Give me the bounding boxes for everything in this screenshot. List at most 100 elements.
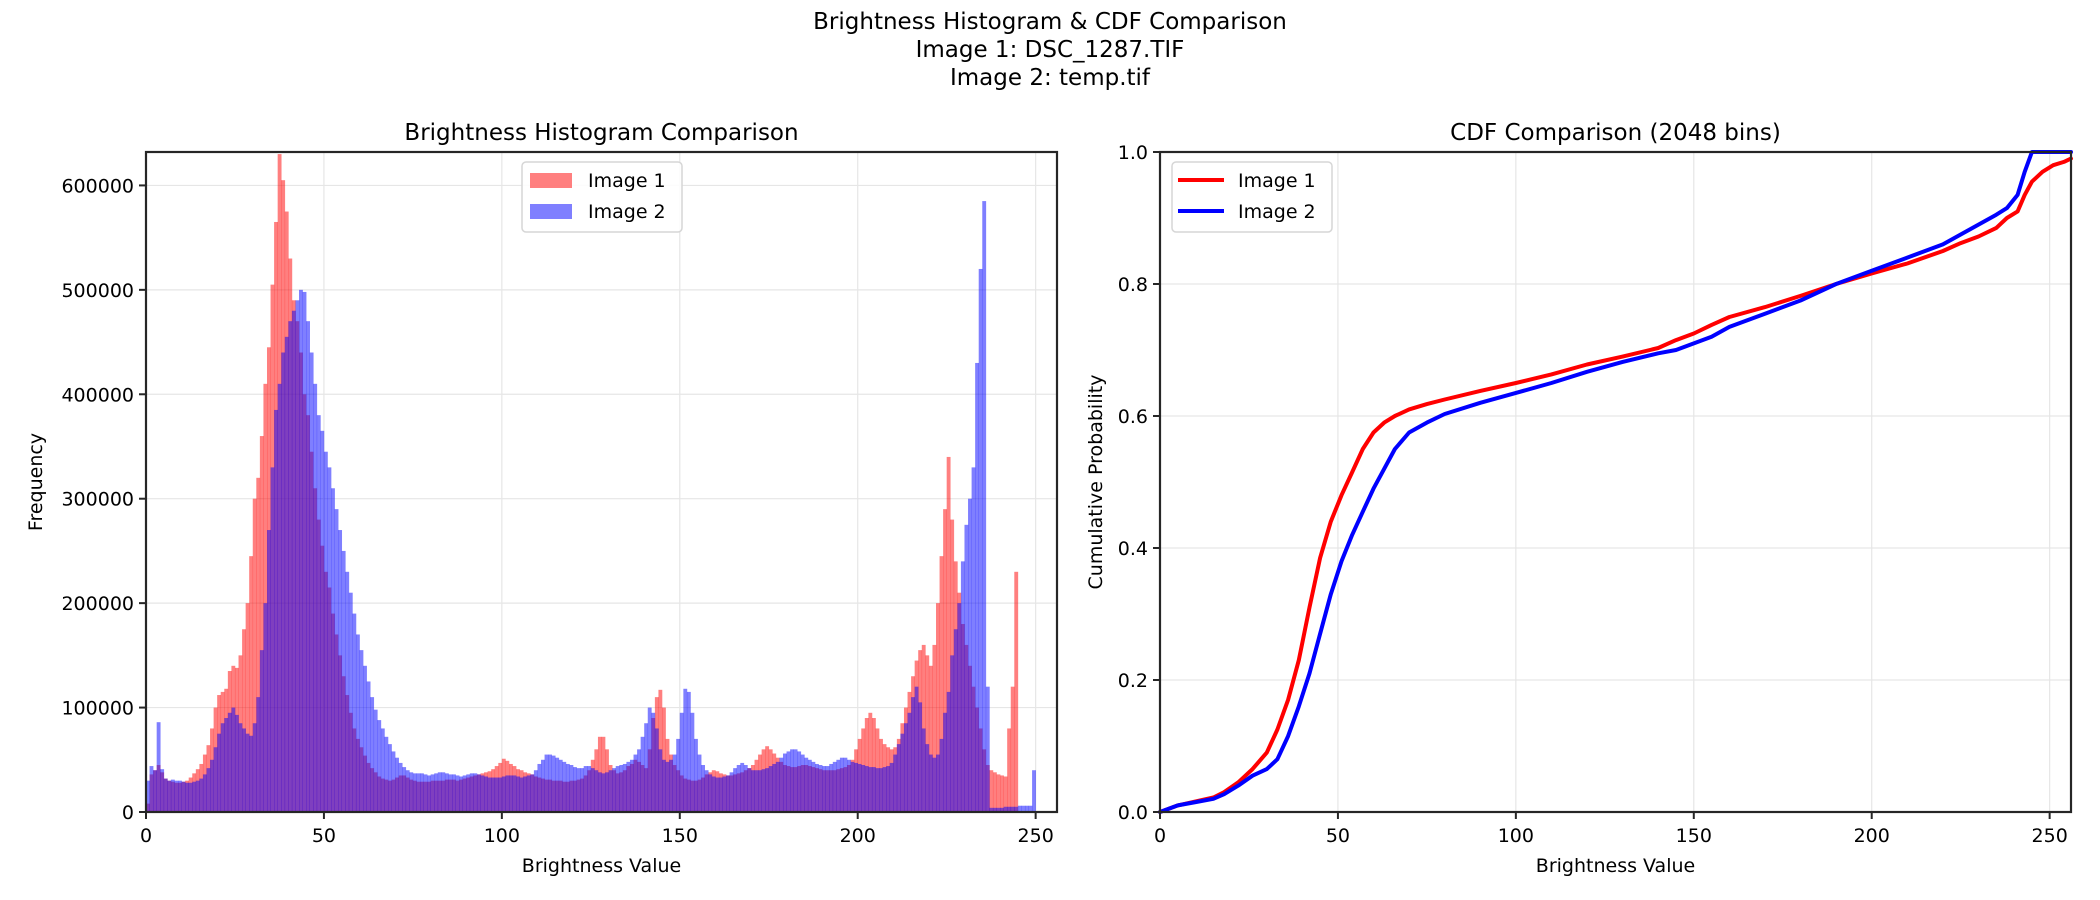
histogram-bar: [925, 655, 930, 812]
histogram-bar: [651, 712, 656, 812]
histogram-bar: [573, 767, 577, 812]
histogram-bar: [661, 759, 666, 812]
histogram-bar: [758, 770, 762, 812]
histogram-bar: [366, 681, 371, 812]
histogram-bar: [359, 650, 364, 812]
histogram-bar: [615, 766, 620, 812]
y-tick-label: 0.2: [1118, 670, 1148, 692]
histogram-bar: [786, 751, 791, 812]
histogram-bar: [928, 665, 933, 812]
histogram-bar: [380, 728, 385, 812]
histogram-bar: [928, 754, 933, 812]
histogram-bar: [473, 773, 478, 812]
histogram-bar: [854, 762, 859, 812]
histogram-bar: [843, 757, 848, 812]
histogram-bar: [160, 769, 165, 812]
histogram-bar: [153, 770, 157, 812]
cdf-axes: 0 50 100 150 200 250 0.0 0.2 0.4 0.6 0.8 1.0 CDF Com…: [1085, 120, 2073, 877]
histogram-bar: [800, 754, 805, 812]
histogram-bar: [847, 759, 851, 812]
histogram-bar: [327, 467, 332, 812]
histogram-bar: [249, 735, 254, 812]
legend-label-1: Image 1: [1238, 170, 1316, 192]
histogram-bar: [740, 762, 745, 812]
histogram-bar: [889, 762, 894, 812]
histogram-bar: [868, 712, 873, 812]
histogram-bar: [996, 774, 1001, 812]
histogram-series-2: [146, 201, 1036, 812]
histogram-bar: [213, 747, 218, 812]
histogram-bar: [245, 733, 250, 812]
histogram-bar: [711, 776, 716, 812]
histogram-bar: [982, 201, 987, 812]
histogram-bar: [985, 686, 990, 812]
histogram-bar: [270, 467, 275, 812]
histogram-bar: [462, 775, 467, 812]
histogram-bar: [427, 775, 431, 812]
y-tick-label: 300000: [61, 489, 134, 511]
histogram-bar: [1003, 806, 1008, 812]
histogram-bar: [644, 723, 649, 812]
cdf-line-2: [1158, 150, 2073, 814]
histogram-bar: [245, 603, 250, 812]
histogram-bar: [601, 773, 606, 812]
histogram-bar: [679, 712, 684, 812]
histogram-bar: [608, 770, 613, 812]
histogram-bar: [704, 770, 709, 812]
histogram-bar: [384, 736, 389, 812]
histogram-bar: [498, 777, 503, 812]
y-axis-label: Frequency: [25, 433, 47, 531]
y-tick-label: 500000: [61, 280, 134, 302]
y-tick-label: 400000: [61, 384, 134, 406]
figure-title-line-2: Image 1: DSC_1287.TIF: [915, 37, 1185, 63]
histogram-bar: [978, 268, 983, 812]
histogram-bar: [743, 765, 748, 812]
y-tick-label: 1.0: [1118, 142, 1148, 164]
histogram-bar: [541, 759, 545, 812]
histogram-bar: [544, 754, 549, 812]
x-tick-label: 100: [484, 825, 520, 847]
histogram-bar: [170, 779, 175, 812]
histogram-bar: [694, 738, 698, 812]
histogram-bar: [1007, 806, 1012, 812]
histogram-bar: [387, 744, 392, 812]
x-tick-label: 0: [1154, 825, 1166, 847]
histogram-bar: [968, 498, 972, 812]
histogram-bar: [459, 776, 464, 812]
histogram-bar: [320, 430, 325, 812]
histogram-bar: [946, 456, 951, 812]
histogram-bar: [989, 807, 994, 812]
histogram-bar: [587, 766, 592, 812]
histogram-bar: [953, 629, 958, 812]
histogram-bar: [665, 761, 670, 812]
legend: Image 1 Image 2: [521, 161, 683, 233]
histogram-bar: [900, 733, 905, 812]
histogram-bar: [936, 603, 940, 812]
histogram-bar: [284, 336, 289, 812]
histogram-bar: [932, 644, 937, 812]
histogram-bar: [597, 772, 602, 812]
histogram-bar: [331, 488, 335, 812]
y-tick-label: 0.8: [1118, 274, 1148, 296]
histogram-bar: [231, 707, 236, 812]
histogram-bar: [690, 712, 695, 812]
histogram-bar: [398, 762, 403, 812]
histogram-bar: [626, 761, 631, 812]
histogram-bar: [871, 767, 876, 812]
histogram-bar: [637, 749, 641, 812]
histogram-bar: [669, 759, 673, 812]
histogram-bar: [224, 718, 229, 812]
histogram-bar: [686, 691, 691, 812]
histogram-bar: [683, 688, 688, 812]
histogram-bar: [960, 561, 965, 812]
histogram-bar: [733, 768, 738, 812]
histogram-bar: [836, 759, 841, 812]
histogram-bar: [943, 509, 947, 812]
histogram-bar: [583, 766, 588, 812]
histogram-axes: 0 50 100 150 200 250 0 100000 200000 300000 400000…: [25, 120, 1059, 877]
histogram-bar: [220, 723, 225, 812]
histogram-bar: [893, 754, 898, 812]
y-tick-label: 600000: [61, 175, 134, 197]
histogram-bar: [409, 772, 414, 812]
x-tick-label: 150: [662, 825, 698, 847]
